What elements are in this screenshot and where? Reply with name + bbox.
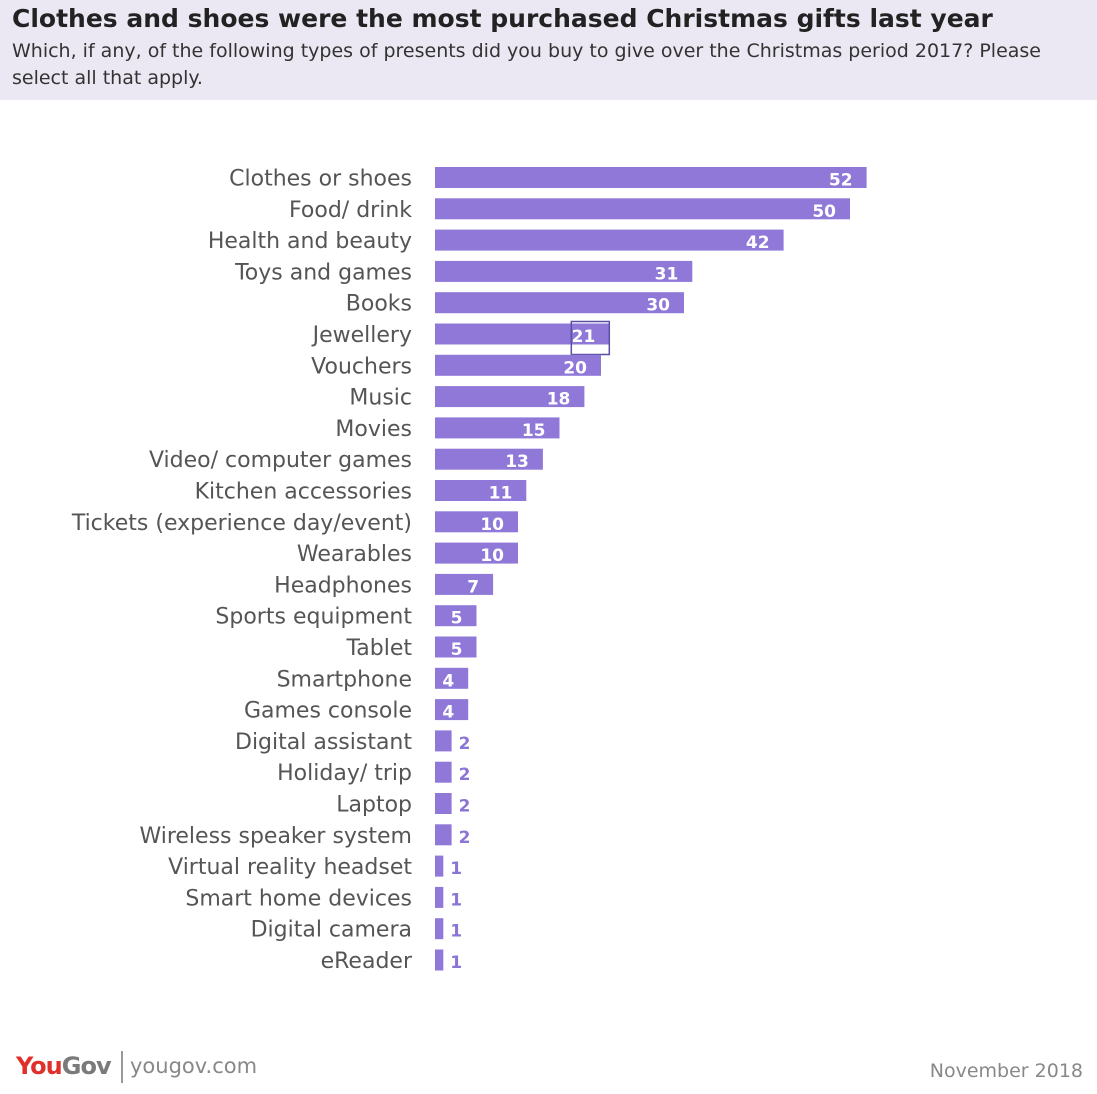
value-label-digital-assistant: 2 bbox=[459, 734, 471, 754]
value-label-tablet: 5 bbox=[451, 640, 463, 660]
bar-wireless-speaker-system bbox=[435, 824, 452, 846]
category-label-ereader: eReader bbox=[321, 949, 413, 974]
bar-movies bbox=[435, 417, 560, 439]
category-label-health-and-beauty: Health and beauty bbox=[208, 229, 412, 254]
value-label-tickets-experience-day-event: 10 bbox=[480, 515, 504, 535]
value-label-digital-camera: 1 bbox=[450, 922, 462, 942]
category-label-games-console: Games console bbox=[244, 699, 412, 724]
value-label-jewellery: 21 bbox=[572, 327, 596, 347]
value-label-sports-equipment: 5 bbox=[451, 609, 463, 629]
bar-games-console bbox=[435, 699, 469, 721]
chart-title: Clothes and shoes were the most purchase… bbox=[12, 4, 993, 33]
bar-ereader bbox=[435, 949, 444, 971]
header-banner: Clothes and shoes were the most purchase… bbox=[0, 0, 1097, 100]
bar-food-drink bbox=[435, 198, 850, 220]
value-label-games-console: 4 bbox=[442, 703, 454, 723]
category-label-wireless-speaker-system: Wireless speaker system bbox=[139, 824, 412, 849]
bar-clothes-or-shoes bbox=[435, 167, 867, 188]
bar-music bbox=[435, 386, 585, 408]
value-label-holiday-trip: 2 bbox=[459, 765, 471, 785]
value-label-food-drink: 50 bbox=[812, 202, 836, 222]
yougov-logo: YouGov bbox=[16, 1052, 112, 1080]
bar-video-computer-games bbox=[435, 448, 543, 470]
bar-books bbox=[435, 292, 684, 314]
value-label-clothes-or-shoes: 52 bbox=[829, 171, 853, 191]
value-label-toys-and-games: 31 bbox=[655, 264, 679, 284]
value-label-music: 18 bbox=[547, 390, 571, 410]
bar-smart-home-devices bbox=[435, 886, 444, 908]
bar-digital-assistant bbox=[435, 730, 452, 752]
footer-date: November 2018 bbox=[929, 1060, 1083, 1082]
value-label-vouchers: 20 bbox=[563, 358, 587, 378]
category-label-holiday-trip: Holiday/ trip bbox=[277, 761, 412, 786]
bar-tickets-experience-day-event bbox=[435, 511, 518, 533]
value-label-books: 30 bbox=[646, 296, 670, 316]
category-label-toys-and-games: Toys and games bbox=[234, 260, 412, 285]
value-label-headphones: 7 bbox=[467, 577, 479, 597]
value-label-kitchen-accessories: 11 bbox=[489, 484, 513, 504]
category-label-video-computer-games: Video/ computer games bbox=[149, 448, 412, 473]
bar-laptop bbox=[435, 793, 452, 814]
value-label-wireless-speaker-system: 2 bbox=[459, 828, 471, 848]
value-label-smart-home-devices: 1 bbox=[450, 890, 462, 910]
bar-sports-equipment bbox=[435, 605, 477, 627]
bar-smartphone bbox=[435, 667, 469, 689]
bar-toys-and-games bbox=[435, 260, 693, 282]
value-label-laptop: 2 bbox=[459, 797, 471, 817]
value-label-smartphone: 4 bbox=[442, 671, 454, 691]
value-label-movies: 15 bbox=[522, 421, 546, 441]
category-label-tablet: Tablet bbox=[345, 636, 412, 661]
category-label-music: Music bbox=[349, 386, 412, 411]
bar-jewellery bbox=[435, 323, 610, 345]
category-label-jewellery: Jewellery bbox=[311, 323, 412, 348]
bar-vouchers bbox=[435, 354, 601, 376]
category-label-books: Books bbox=[346, 292, 412, 317]
bar-tablet bbox=[435, 636, 477, 658]
category-label-digital-assistant: Digital assistant bbox=[235, 730, 412, 755]
logo-gov-text: Gov bbox=[61, 1052, 112, 1080]
bar-health-and-beauty bbox=[435, 229, 784, 251]
category-label-movies: Movies bbox=[335, 417, 412, 442]
category-label-smart-home-devices: Smart home devices bbox=[185, 886, 412, 911]
category-label-food-drink: Food/ drink bbox=[289, 198, 412, 223]
category-label-sports-equipment: Sports equipment bbox=[215, 605, 412, 630]
category-label-wearables: Wearables bbox=[297, 542, 412, 567]
category-label-smartphone: Smartphone bbox=[277, 667, 412, 692]
category-label-headphones: Headphones bbox=[274, 573, 412, 598]
category-label-clothes-or-shoes: Clothes or shoes bbox=[229, 167, 412, 192]
category-label-digital-camera: Digital camera bbox=[251, 918, 412, 943]
category-label-laptop: Laptop bbox=[336, 793, 412, 818]
bar-holiday-trip bbox=[435, 761, 452, 783]
category-label-kitchen-accessories: Kitchen accessories bbox=[195, 480, 412, 505]
value-label-virtual-reality-headset: 1 bbox=[450, 859, 462, 879]
highlight-box-jewellery bbox=[570, 320, 611, 356]
footer-divider bbox=[121, 1051, 123, 1083]
value-label-video-computer-games: 13 bbox=[505, 452, 529, 472]
bar-virtual-reality-headset bbox=[435, 855, 444, 877]
chart-subtitle: Which, if any, of the following types of… bbox=[12, 40, 1041, 89]
bar-digital-camera bbox=[435, 918, 444, 940]
value-label-health-and-beauty: 42 bbox=[746, 233, 770, 253]
value-label-ereader: 1 bbox=[450, 953, 462, 973]
category-label-vouchers: Vouchers bbox=[311, 354, 412, 379]
bar-headphones bbox=[435, 573, 494, 595]
logo-you-text: You bbox=[16, 1052, 63, 1080]
category-label-virtual-reality-headset: Virtual reality headset bbox=[168, 855, 412, 880]
value-label-wearables: 10 bbox=[480, 546, 504, 566]
footer-site-link[interactable]: yougov.com bbox=[130, 1054, 258, 1078]
bar-kitchen-accessories bbox=[435, 480, 527, 501]
bar-wearables bbox=[435, 542, 518, 564]
category-label-tickets-experience-day-event: Tickets (experience day/event) bbox=[71, 511, 412, 536]
